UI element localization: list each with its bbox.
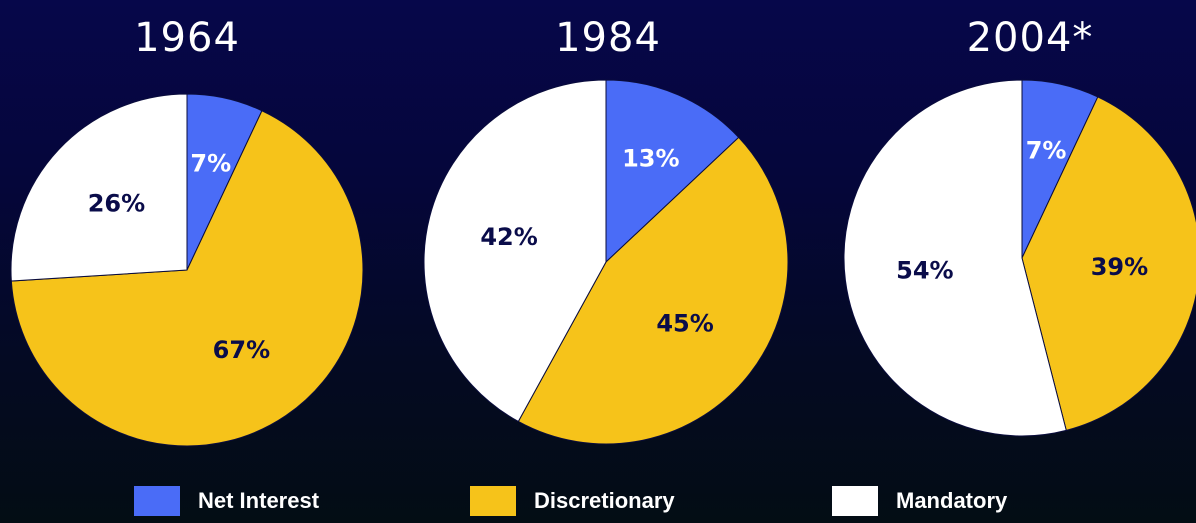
- slice-label-1984-net-interest: 13%: [622, 144, 679, 172]
- slice-label-1964-net-interest: 7%: [190, 150, 231, 178]
- pie-title-1984: 1984: [555, 15, 661, 61]
- pie-charts: 7% 67% 26% 13% 45% 42% 7% 39% 54%: [10, 79, 1196, 447]
- slice-label-1964-mandatory: 26%: [88, 190, 145, 218]
- slice-1984-mandatory: [423, 79, 607, 423]
- legend-item-mandatory: Mandatory: [832, 484, 1007, 518]
- slice-label-2004-mandatory: 54%: [896, 256, 953, 284]
- slice-label-2004-discretionary: 39%: [1091, 253, 1148, 281]
- pie-title-2004: 2004*: [966, 15, 1094, 61]
- legend-label-discretionary: Discretionary: [534, 488, 675, 513]
- slice-2004-mandatory: [843, 79, 1067, 437]
- slice-1984-discretionary: [517, 136, 789, 445]
- legend-item-net-interest: Net Interest: [134, 484, 319, 518]
- pie-2004: 7% 39% 54%: [843, 79, 1196, 437]
- slice-label-1984-discretionary: 45%: [656, 309, 713, 337]
- pie-1984: 13% 45% 42%: [423, 79, 789, 445]
- slice-label-1984-mandatory: 42%: [480, 223, 537, 251]
- slice-2004-discretionary: [1021, 96, 1196, 432]
- legend-swatch-net-interest: [134, 486, 180, 516]
- legend-label-net-interest: Net Interest: [198, 488, 320, 513]
- legend: Net Interest Discretionary Mandatory: [0, 484, 1196, 518]
- slice-label-1964-discretionary: 67%: [213, 336, 270, 364]
- slice-1964-discretionary: [10, 110, 364, 447]
- slice-1984-net-interest: [605, 79, 740, 264]
- legend-swatch-mandatory: [832, 486, 878, 516]
- legend-swatch-discretionary: [470, 486, 516, 516]
- legend-item-discretionary: Discretionary: [470, 484, 675, 518]
- slice-label-2004-net-interest: 7%: [1026, 136, 1067, 164]
- legend-label-mandatory: Mandatory: [896, 488, 1008, 513]
- pie-1964: 7% 67% 26%: [10, 93, 364, 447]
- pie-title-1964: 1964: [134, 15, 240, 61]
- slice-1964-mandatory: [10, 93, 188, 282]
